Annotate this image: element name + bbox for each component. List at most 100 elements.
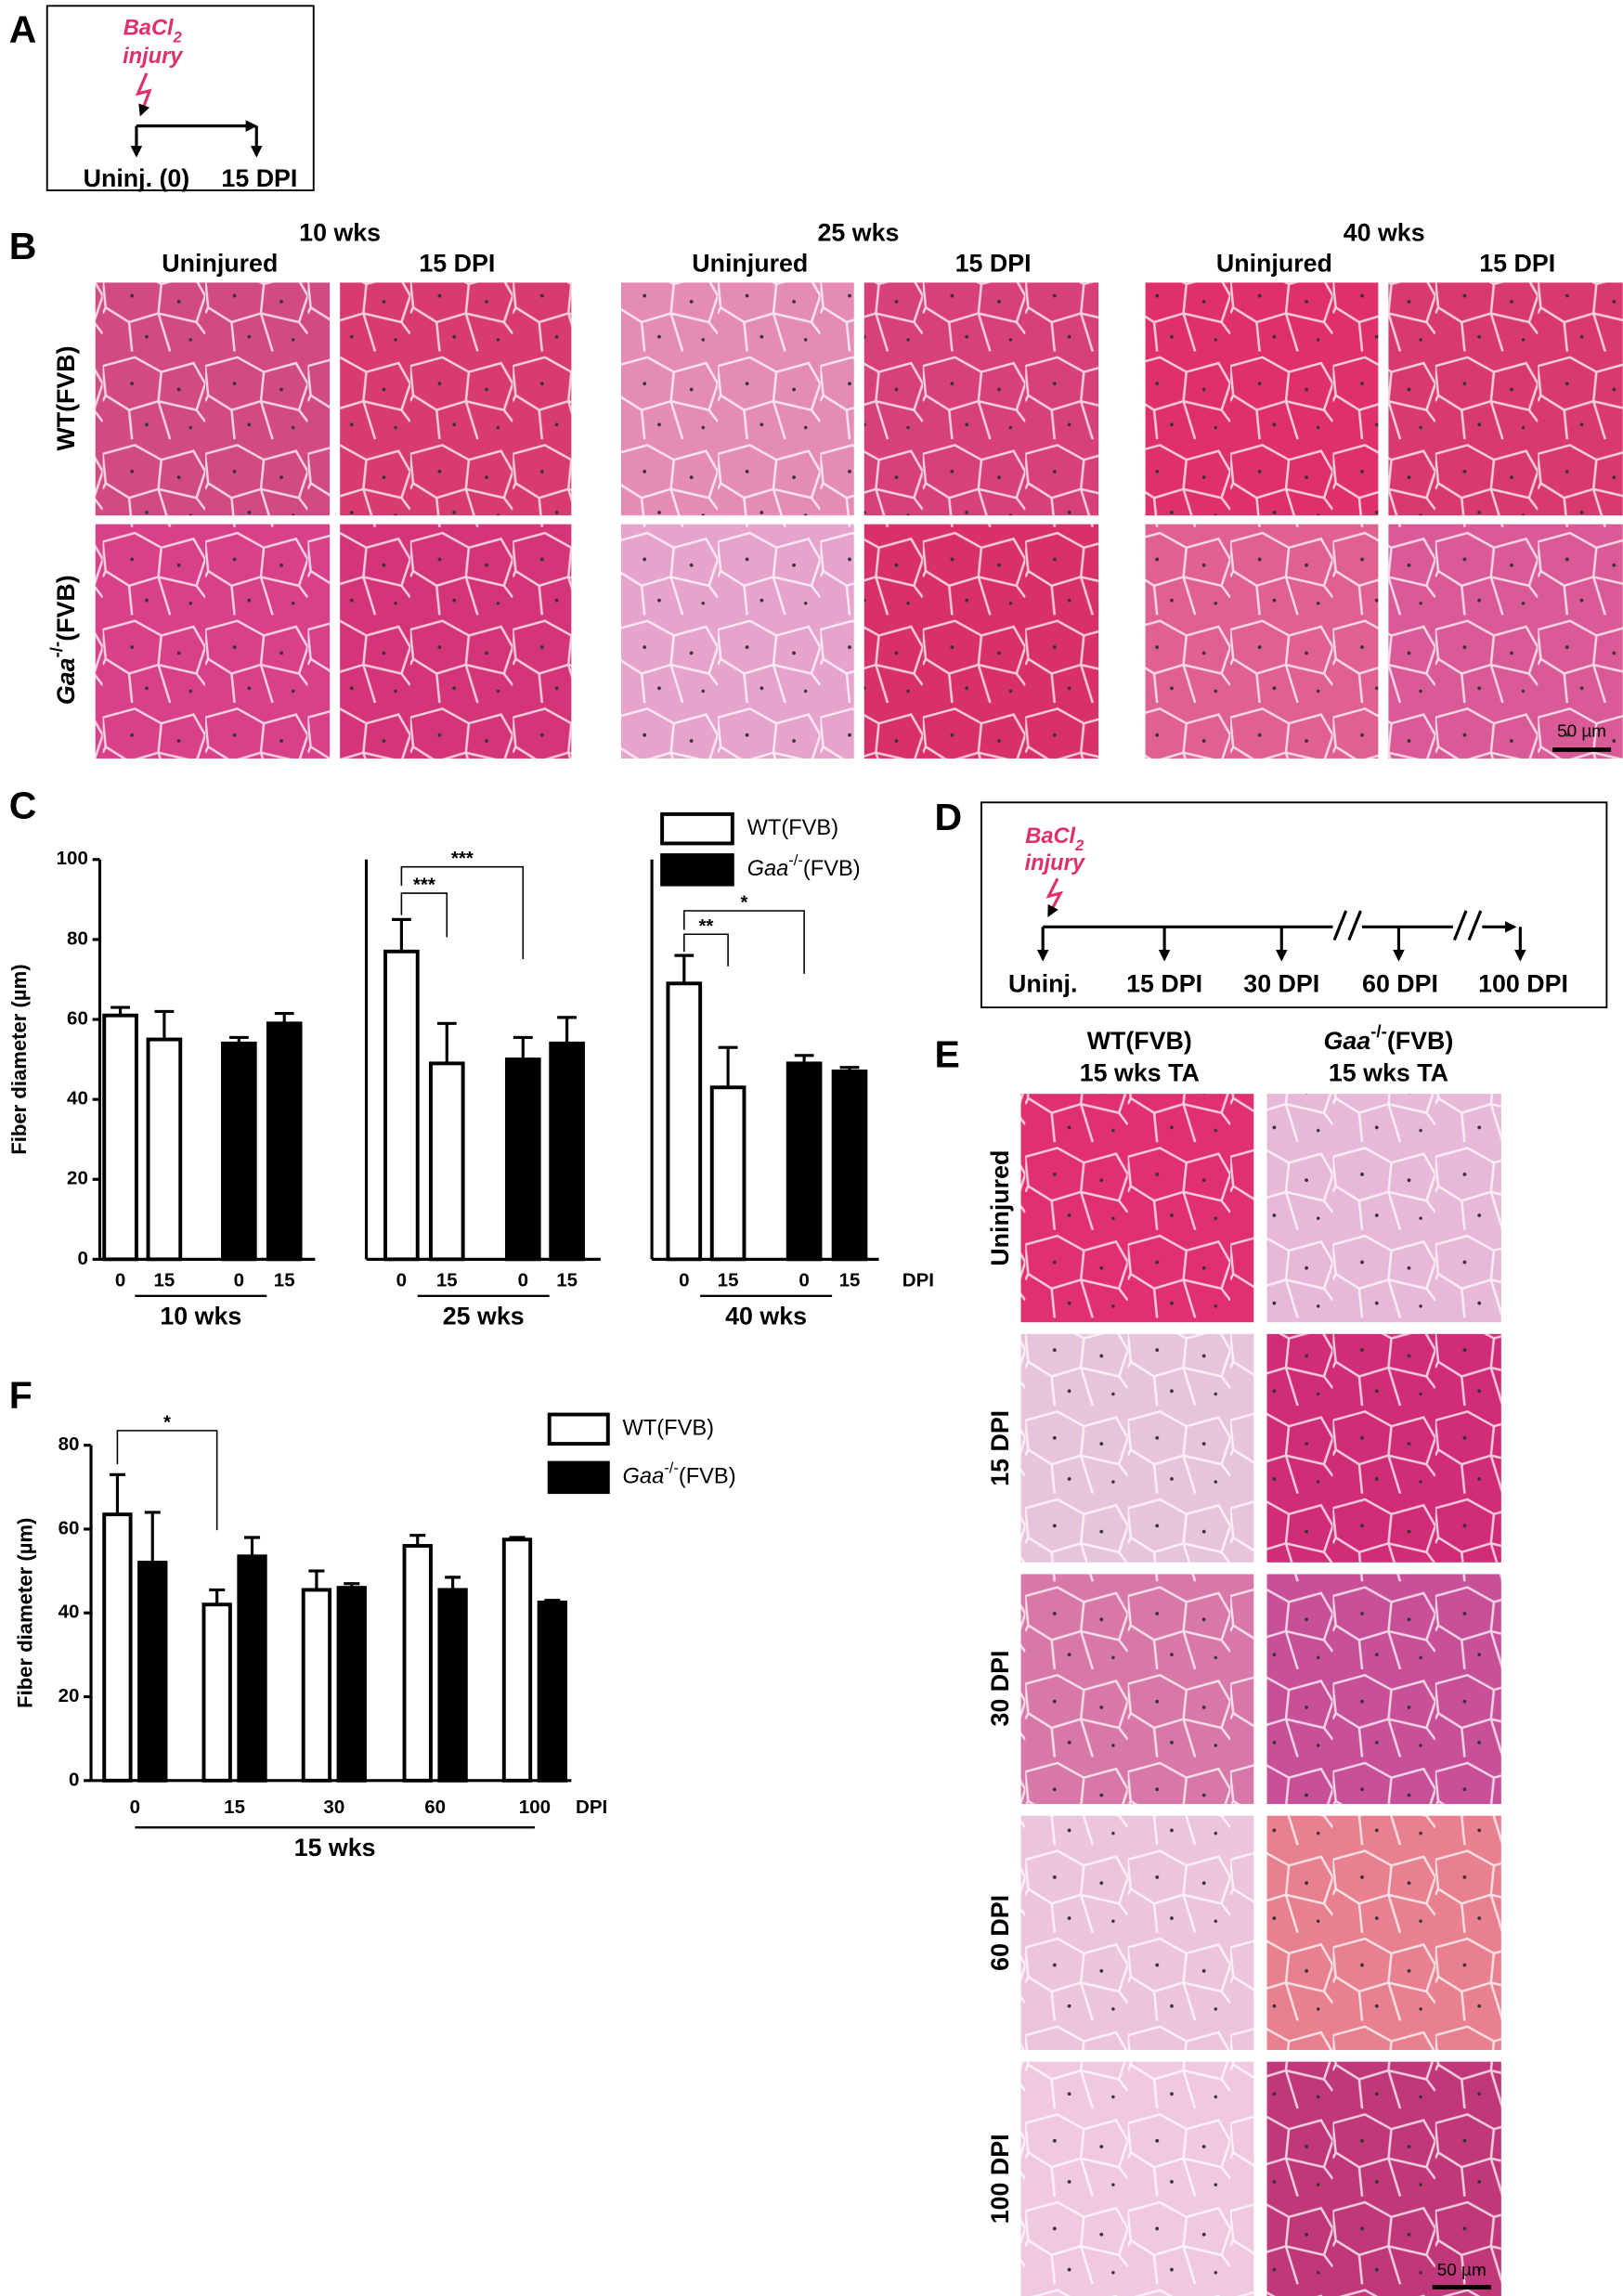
text-run: Gaa [1323, 1027, 1370, 1055]
column-label: 15 wks TA [1329, 1059, 1448, 1087]
x-tick-label: 0 [115, 1269, 125, 1291]
scale-bar-label: 50 µm [1557, 722, 1606, 742]
y-tick-label: 40 [58, 1602, 80, 1623]
bar [437, 1588, 468, 1783]
bar [146, 1037, 183, 1262]
row-label: 30 DPI [986, 1651, 1014, 1727]
bar [537, 1600, 568, 1783]
scale-bar-label: 50 µm [1437, 2261, 1487, 2280]
treatment: BaCl2 [1025, 824, 1084, 854]
micrograph-texture [1266, 1815, 1501, 2051]
legend-swatch [547, 1460, 610, 1495]
injury-bolt [135, 72, 152, 117]
timepoint: Uninj. (0) [84, 164, 190, 192]
micrograph-texture [340, 282, 572, 516]
micrograph-texture [1020, 1094, 1254, 1323]
error-bar [436, 1021, 457, 1064]
group-title: 40 wks [1344, 218, 1425, 246]
panel-label: F [9, 1374, 32, 1417]
column-label: Gaa-/-(FVB) [1323, 1021, 1453, 1055]
x-tick-label: 0 [518, 1269, 528, 1291]
micrograph-texture [1266, 1333, 1501, 1563]
text-run: 2 [173, 28, 183, 45]
column-label: 15 DPI [419, 250, 495, 278]
row-label: 100 DPI [986, 2134, 1014, 2224]
text-run: BaCl [1025, 824, 1075, 849]
micrograph-texture [1145, 524, 1379, 759]
error-bar [244, 1536, 261, 1557]
column-label: Uninjured [162, 250, 278, 278]
timepoint: 15 DPI [221, 164, 297, 192]
bar [336, 1586, 367, 1783]
x-tick-label: 15 [839, 1269, 861, 1291]
significance-bracket [682, 910, 805, 974]
micrograph-texture [1388, 524, 1623, 759]
micrograph-texture [1020, 1815, 1254, 2051]
text-run: Gaa [747, 857, 789, 881]
timepoint: Uninj. [1008, 970, 1077, 998]
column-label: 15 wks TA [1080, 1059, 1200, 1087]
x-tick-label: 15 [274, 1269, 295, 1291]
error-bar [557, 1016, 578, 1044]
micrograph-texture [1020, 1333, 1254, 1563]
y-tick-label: 20 [67, 1168, 88, 1189]
group-label: 25 wks [443, 1303, 525, 1330]
bar [549, 1041, 585, 1262]
panel-label: C [9, 784, 37, 826]
micrograph-texture [340, 524, 572, 759]
error-bar [144, 1511, 161, 1563]
panel-label: B [9, 225, 37, 267]
y-axis-title: Fiber diameter (µm) [13, 1518, 36, 1708]
panel-box [45, 5, 315, 191]
error-bar [154, 1009, 175, 1040]
y-tick-label: 60 [67, 1007, 88, 1029]
bar [102, 1013, 138, 1262]
error-bar [445, 1576, 461, 1590]
timepoint: 60 DPI [1362, 970, 1438, 998]
bar [266, 1021, 303, 1262]
micrograph-texture [1266, 1574, 1501, 1805]
bar [428, 1061, 465, 1262]
group-label: 10 wks [160, 1303, 241, 1330]
y-tick-label: 0 [77, 1248, 87, 1269]
x-unit: DPI [576, 1797, 607, 1818]
group-title: 25 wks [818, 218, 900, 246]
text-run: 2 [1074, 837, 1084, 854]
micrograph-texture [1020, 1574, 1254, 1805]
bar [102, 1512, 133, 1783]
injury-bolt [1045, 877, 1064, 917]
bar [301, 1588, 332, 1783]
x-tick-label: 0 [130, 1797, 140, 1818]
x-tick-label: 60 [424, 1797, 446, 1818]
legend-label: WT(FVB) [747, 816, 838, 840]
micrograph-texture [620, 524, 854, 759]
column-label: Uninjured [1216, 250, 1332, 278]
x-tick-label: 15 [436, 1269, 458, 1291]
group-label: 15 wks [294, 1834, 376, 1861]
text-run: (FVB) [52, 575, 80, 641]
significance-bracket [400, 865, 525, 960]
timepoint: 100 DPI [1478, 970, 1568, 998]
column-label: WT(FVB) [1087, 1027, 1192, 1055]
panel-label: D [934, 796, 962, 838]
text-run: BaCl [123, 17, 174, 41]
micrograph-texture [1020, 2061, 1254, 2296]
text-run: Gaa [52, 657, 80, 705]
bar [201, 1602, 232, 1783]
significance-bracket [116, 1430, 218, 1531]
column-label: 15 DPI [1479, 250, 1555, 278]
bar [501, 1537, 533, 1783]
text-run: (FVB) [1387, 1027, 1453, 1055]
x-tick-label: 15 [718, 1269, 739, 1291]
micrograph-texture [95, 282, 331, 516]
x-tick-label: 0 [234, 1269, 244, 1291]
bar [831, 1070, 868, 1262]
y-tick-label: 80 [58, 1433, 80, 1455]
error-bar [391, 917, 411, 952]
y-tick-label: 40 [67, 1088, 88, 1109]
bar [666, 981, 703, 1262]
micrograph-tiles [95, 282, 1623, 2296]
timepoint: 30 DPI [1243, 970, 1319, 998]
bar [786, 1061, 823, 1262]
